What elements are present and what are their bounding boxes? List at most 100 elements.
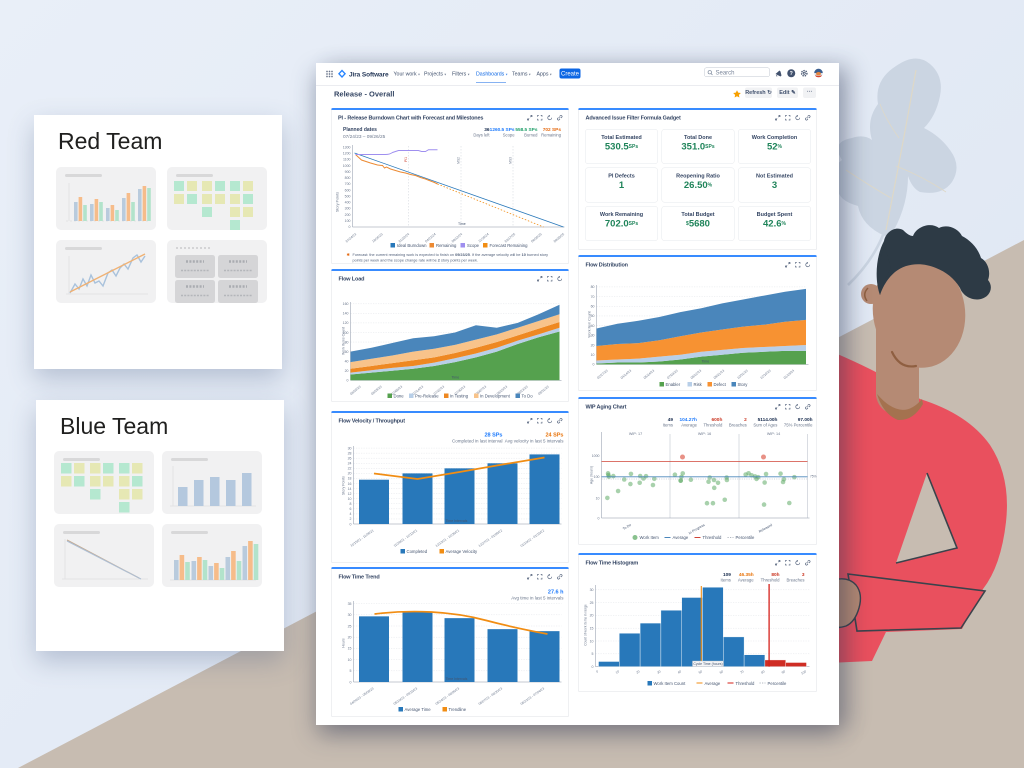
- svg-text:30: 30: [348, 613, 352, 617]
- svg-text:1000: 1000: [592, 454, 600, 458]
- svg-text:07/22/23: 07/22/23: [433, 385, 445, 396]
- svg-text:06/07/23 - 06/20/23: 06/07/23 - 06/20/23: [478, 686, 504, 706]
- svg-text:In Development: In Development: [480, 394, 511, 399]
- svg-text:07/14/23: 07/14/23: [412, 385, 424, 396]
- svg-text:140: 140: [343, 312, 349, 316]
- svg-text:Story: Story: [738, 382, 749, 387]
- svg-text:14: 14: [348, 487, 352, 491]
- svg-text:10: 10: [590, 639, 594, 643]
- svg-text:Pre-Release: Pre-Release: [415, 394, 439, 399]
- svg-text:24: 24: [348, 462, 352, 466]
- svg-text:Done: Done: [394, 394, 405, 399]
- svg-text:90: 90: [781, 669, 786, 674]
- svg-text:0: 0: [595, 669, 599, 673]
- svg-text:08/12/24: 08/12/24: [451, 232, 463, 243]
- svg-text:07/30/23: 07/30/23: [454, 385, 466, 396]
- svg-text:Percentile: Percentile: [736, 535, 756, 540]
- svg-text:Threshold: Threshold: [703, 535, 723, 540]
- svg-text:5: 5: [350, 669, 352, 673]
- svg-text:Average Time: Average Time: [405, 707, 432, 712]
- svg-text:Work Item: Work Item: [640, 535, 660, 540]
- svg-text:Time: Time: [702, 360, 710, 364]
- svg-text:In Testing: In Testing: [450, 394, 469, 399]
- svg-text:8: 8: [350, 502, 352, 506]
- svg-text:04/22/24: 04/22/24: [424, 232, 436, 243]
- svg-text:25: 25: [590, 601, 594, 605]
- svg-text:10: 10: [596, 497, 600, 501]
- svg-text:Hours: Hours: [342, 638, 346, 648]
- svg-text:To Do: To Do: [622, 523, 632, 531]
- svg-text:16: 16: [348, 482, 352, 486]
- svg-text:70: 70: [591, 295, 595, 299]
- svg-text:Completed: Completed: [407, 549, 428, 554]
- svg-text:0: 0: [593, 363, 595, 367]
- svg-text:04/14/23: 04/14/23: [620, 369, 632, 380]
- svg-text:Trendline: Trendline: [449, 707, 467, 712]
- svg-text:20: 20: [635, 669, 640, 674]
- svg-text:100: 100: [800, 669, 807, 675]
- svg-text:5: 5: [592, 652, 594, 656]
- svg-text:35: 35: [348, 602, 352, 606]
- svg-text:WIP: 17: WIP: 17: [629, 432, 642, 436]
- svg-text:40: 40: [677, 669, 682, 674]
- svg-text:points per week and the scope: points per week and the scope change rat…: [353, 259, 478, 263]
- svg-text:10: 10: [348, 497, 352, 501]
- svg-text:Risk: Risk: [694, 382, 703, 387]
- svg-text:Cycle Time (hours): Cycle Time (hours): [693, 662, 722, 666]
- svg-text:1100: 1100: [343, 158, 351, 162]
- svg-text:10/31/23: 10/31/23: [736, 369, 748, 380]
- svg-text:22: 22: [348, 467, 352, 471]
- svg-text:05/10/23 - 05/23/23: 05/10/23 - 05/23/23: [393, 686, 419, 706]
- svg-text:600: 600: [345, 189, 351, 193]
- svg-text:05/24/23: 05/24/23: [643, 369, 655, 380]
- svg-text:✱: ✱: [347, 252, 351, 257]
- svg-text:700: 700: [345, 182, 351, 186]
- svg-text:Time Intervals: Time Intervals: [446, 677, 468, 681]
- svg-text:Enabler: Enabler: [666, 382, 681, 387]
- svg-text:40: 40: [591, 324, 595, 328]
- svg-text:Percentile: Percentile: [768, 681, 788, 686]
- svg-text:20: 20: [348, 472, 352, 476]
- svg-text:25: 25: [348, 624, 352, 628]
- svg-text:30: 30: [348, 446, 352, 450]
- svg-text:28: 28: [348, 451, 352, 455]
- svg-text:18: 18: [348, 477, 352, 481]
- svg-text:Threshold: Threshold: [736, 681, 756, 686]
- svg-text:0: 0: [350, 680, 352, 684]
- svg-text:07/24/23: 07/24/23: [345, 232, 357, 243]
- svg-text:09/21/23: 09/21/23: [713, 369, 725, 380]
- svg-text:12/13/21 - 12/26/21: 12/13/21 - 12/26/21: [435, 528, 461, 548]
- svg-text:20: 20: [348, 635, 352, 639]
- svg-text:Count of work items in range: Count of work items in range: [584, 604, 588, 646]
- svg-text:03/17/25: 03/17/25: [504, 232, 516, 243]
- svg-text:30: 30: [591, 334, 595, 338]
- svg-text:400: 400: [345, 201, 351, 205]
- svg-text:Defect: Defect: [714, 382, 727, 387]
- svg-text:70: 70: [739, 669, 744, 674]
- svg-text:09/30/25: 09/30/25: [553, 232, 565, 243]
- svg-text:80: 80: [345, 340, 349, 344]
- svg-text:0: 0: [592, 665, 594, 669]
- svg-text:?: ?: [790, 71, 793, 77]
- svg-text:500: 500: [345, 195, 351, 199]
- svg-text:0: 0: [349, 225, 351, 229]
- svg-text:160: 160: [343, 302, 349, 306]
- svg-text:06/21/23 - 07/04/23: 06/21/23 - 07/04/23: [520, 686, 546, 706]
- svg-text:800: 800: [345, 176, 351, 180]
- svg-text:07/03/23: 07/03/23: [666, 369, 678, 380]
- svg-text:200: 200: [345, 213, 351, 217]
- svg-text:08/31/23: 08/31/23: [537, 385, 549, 396]
- svg-text:01/10/22 - 01/23/22: 01/10/22 - 01/23/22: [520, 528, 546, 548]
- svg-text:12: 12: [348, 492, 352, 496]
- svg-text:Work Item Count: Work Item Count: [588, 311, 592, 337]
- svg-text:WIP: 16: WIP: 16: [698, 432, 711, 436]
- svg-text:PI1: PI1: [404, 157, 408, 162]
- svg-text:Time: Time: [458, 222, 466, 226]
- svg-text:Ideal Burndown: Ideal Burndown: [397, 243, 427, 248]
- svg-text:300: 300: [345, 207, 351, 211]
- svg-text:Work Items Count: Work Items Count: [342, 327, 346, 355]
- svg-text:01/19/24: 01/19/24: [783, 369, 795, 380]
- svg-text:WIP: 14: WIP: 14: [767, 432, 780, 436]
- svg-text:12/27/21 - 01/09/22: 12/27/21 - 01/09/22: [478, 528, 504, 548]
- svg-text:0: 0: [347, 379, 349, 383]
